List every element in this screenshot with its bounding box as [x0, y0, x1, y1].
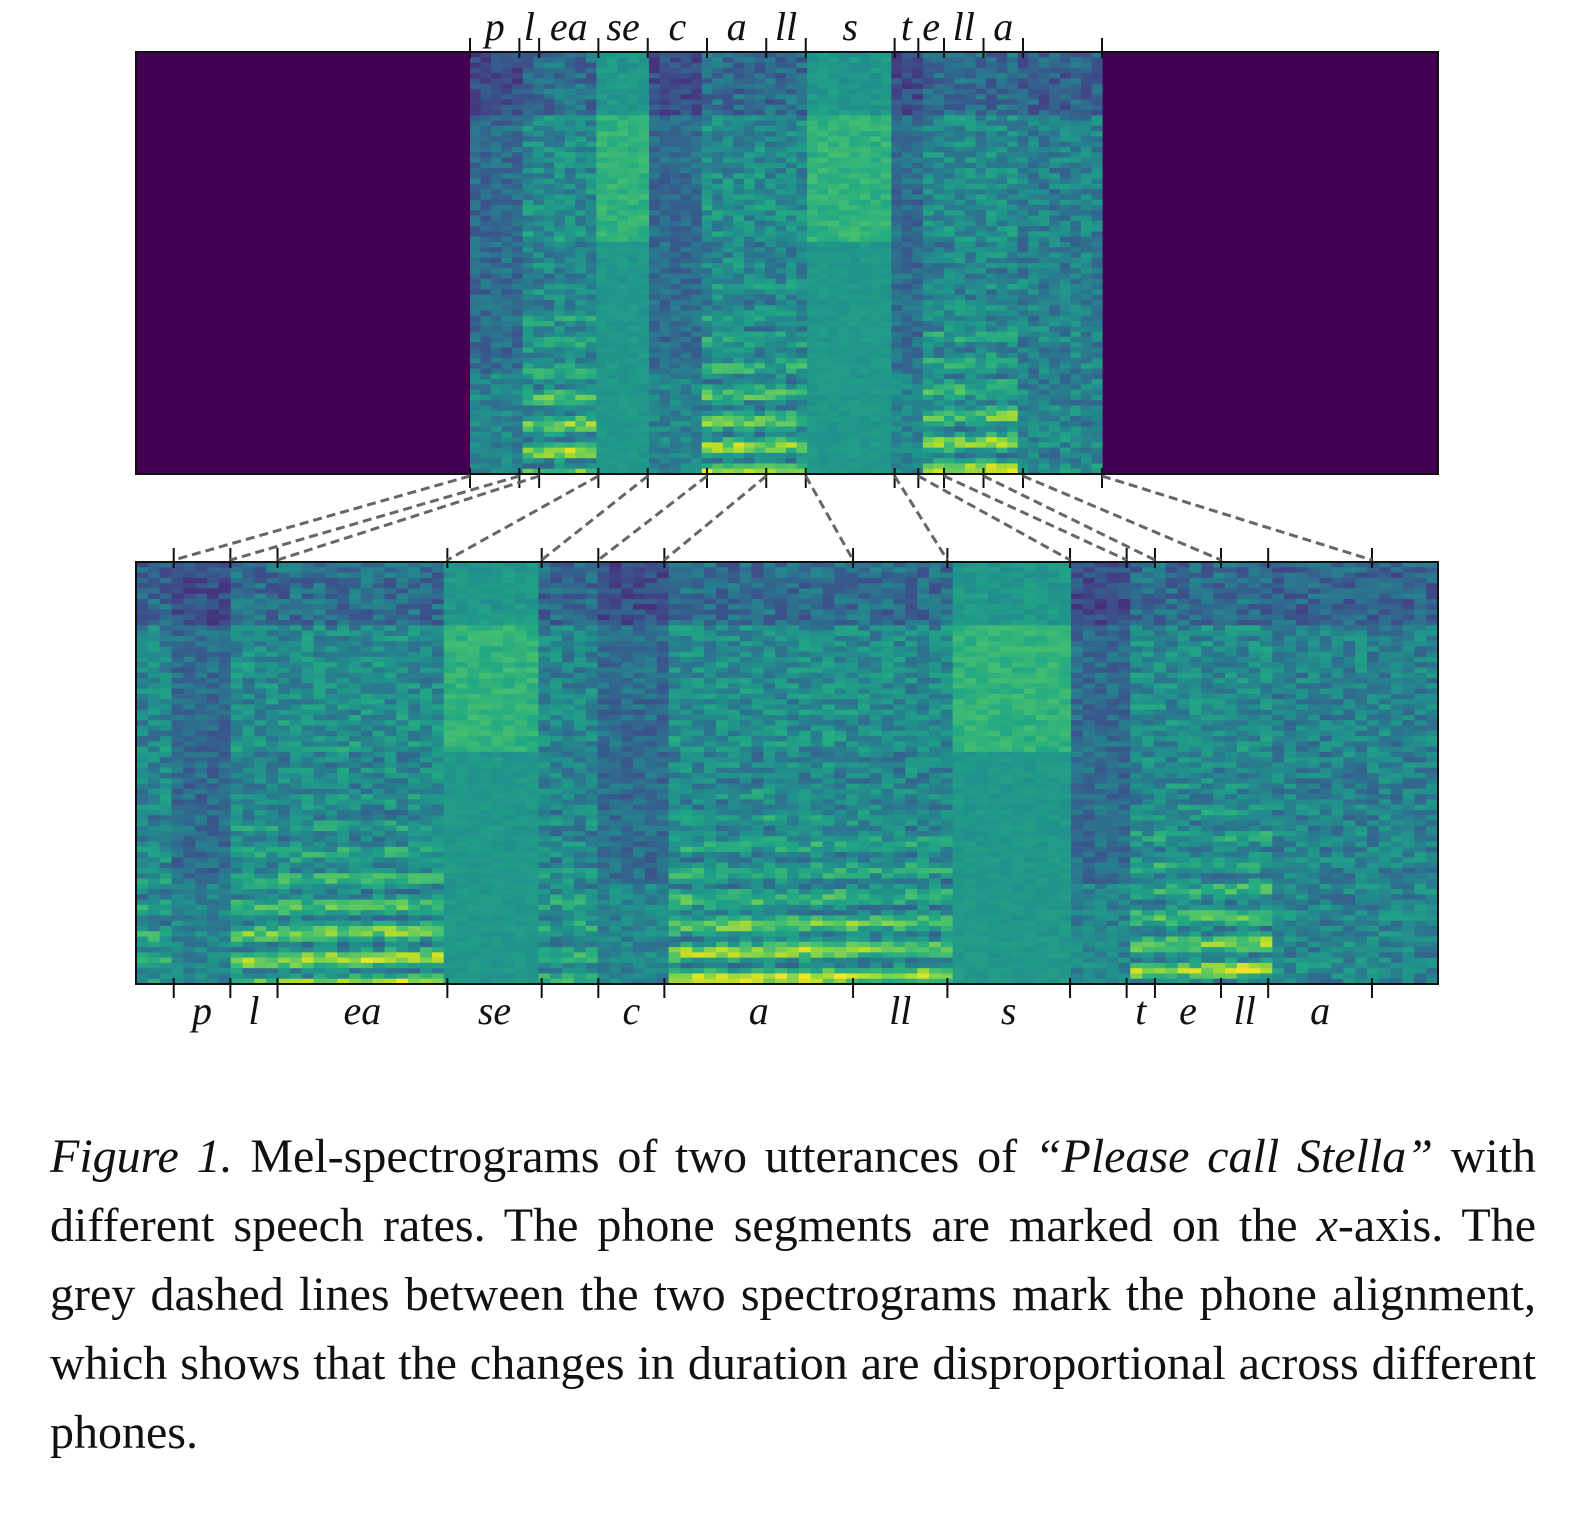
top-phone-label: p	[482, 4, 505, 49]
alignment-line	[229, 474, 520, 562]
alignment-line	[943, 474, 1128, 562]
caption-text-1: Mel-spectrograms of two utterances of	[232, 1130, 1035, 1183]
phone-labels: p l ea se c a ll s t e ll ap l ea se c a ll s t e ll a	[189, 4, 1330, 1033]
bottom-phone-label: ll	[1233, 988, 1255, 1033]
bottom-phone-label: a	[749, 988, 769, 1033]
bottom-phone-label: t	[1135, 988, 1147, 1033]
top-phone-label: s	[842, 4, 858, 49]
caption-text-3: -axis. The grey dashed lines between the…	[50, 1199, 1537, 1459]
alignment-lines	[173, 474, 1373, 562]
bottom-phone-label: c	[622, 988, 640, 1033]
bottom-phone-label: se	[478, 988, 511, 1033]
alignment-line	[277, 474, 540, 562]
caption-variable: x	[1316, 1199, 1338, 1252]
figure-caption: Figure 1. Mel-spectrograms of two uttera…	[50, 1122, 1536, 1467]
caption-label: Figure 1.	[50, 1130, 233, 1183]
top-spectrogram	[135, 38, 1439, 488]
top-phone-label: c	[668, 4, 686, 49]
top-phone-label: a	[993, 4, 1013, 49]
bottom-spectrogram	[135, 548, 1439, 998]
alignment-line	[1101, 474, 1373, 562]
bottom-phone-label: l	[248, 988, 259, 1033]
top-phone-label: t	[901, 4, 913, 49]
alignment-line	[804, 475, 855, 561]
bottom-phone-label: ea	[344, 988, 382, 1033]
bottom-phone-label: a	[1310, 988, 1330, 1033]
alignment-line	[893, 475, 949, 561]
top-phone-label: ll	[953, 4, 975, 49]
top-phone-label: a	[727, 4, 747, 49]
top-phone-label: l	[524, 4, 535, 49]
bottom-phone-label: p	[189, 988, 212, 1033]
alignment-line	[917, 474, 1071, 562]
bottom-phone-label: e	[1179, 988, 1197, 1033]
top-phone-label: ea	[550, 4, 588, 49]
top-phone-label: se	[606, 4, 639, 49]
alignment-line	[1022, 474, 1222, 562]
bottom-phone-label: ll	[889, 988, 911, 1033]
top-phone-label: ll	[775, 4, 797, 49]
alignment-line	[982, 474, 1156, 562]
caption-text-2: with different speech rates. The phone s…	[50, 1130, 1536, 1252]
bottom-phone-label: s	[1001, 988, 1017, 1033]
top-phone-label: e	[922, 4, 940, 49]
alignment-line	[540, 474, 649, 562]
caption-quote: “Please call Stella”	[1034, 1130, 1433, 1183]
alignment-line	[173, 474, 471, 562]
alignment-line	[446, 474, 600, 562]
spectrogram-figure: p l ea se c a ll s t e ll ap l ea se c a ll s t e ll a	[135, 4, 1439, 1033]
alignment-line	[663, 474, 768, 562]
alignment-line	[597, 474, 708, 562]
